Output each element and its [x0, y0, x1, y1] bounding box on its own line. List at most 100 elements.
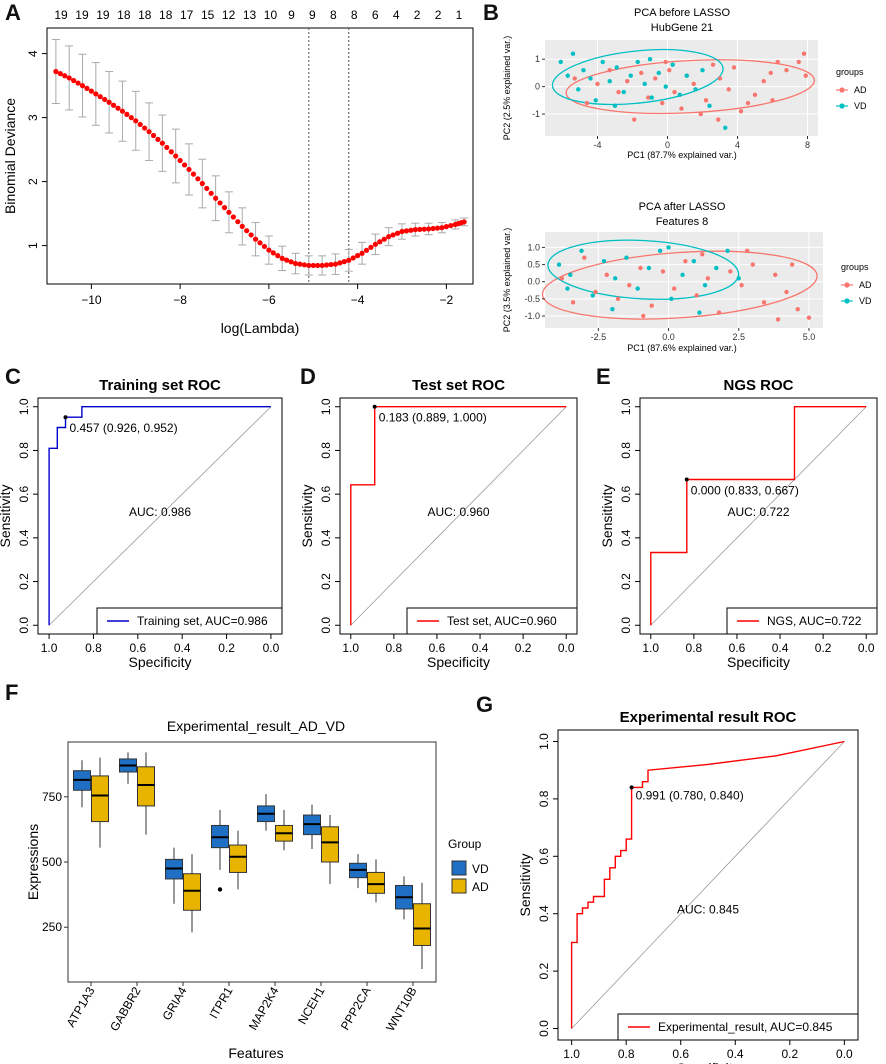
panel-a-top-tick-label: 9 [288, 8, 295, 22]
panel-g-auc-text: AUC: 0.845 [677, 903, 739, 917]
panel-b-pca-after: PCA after LASSO Features 8 -2.5 0.0 2.5 5.0… [502, 201, 872, 353]
panel-a-point [426, 226, 432, 232]
panel-b1-point-vd [593, 98, 598, 103]
panel-a-point [332, 261, 339, 267]
panel-b1-point-ad [717, 76, 723, 81]
panel-a-point [292, 260, 299, 267]
panel-b1-point-ad [803, 73, 808, 78]
panel-a-xtick-label: −10 [81, 293, 102, 307]
panel-b2-point-vd [736, 276, 741, 281]
panel-c-xtick-label: 0.8 [85, 641, 102, 655]
panel-a-point [288, 259, 294, 265]
panel-b1-ytick-label: 0 [535, 82, 540, 92]
panel-d-test-roc: Test set ROC 0.183 (0.889, 1.000) AUC: 0.9… [299, 377, 578, 670]
panel-b2-point-vd [565, 286, 570, 291]
panel-c-diagonal [48, 406, 272, 626]
panel-a-point [306, 262, 312, 269]
panel-b1-point-ad [710, 62, 716, 67]
panel-a-point [421, 226, 427, 232]
panel-b2-point-vd [680, 272, 685, 278]
panel-c-ytick-label: 0.4 [17, 529, 31, 546]
panel-b1-point-ad [639, 70, 644, 76]
panel-b1-point-vd [621, 89, 626, 95]
panel-b2-point-ad [750, 262, 755, 267]
panel-a-point [394, 230, 401, 236]
panel-c-roc-curve [48, 406, 271, 626]
panel-b1-point-ad [672, 89, 677, 95]
panel-f-ad-box [413, 903, 431, 946]
panel-c-ytick-label: 0.0 [17, 617, 31, 634]
panel-a-point [403, 228, 410, 234]
panel-a-top-tick-label: 18 [159, 8, 173, 22]
panel-b2-legend-label-vd: VD [859, 296, 872, 306]
panel-b2-point-ad [683, 258, 688, 264]
panel-a-point [106, 99, 112, 105]
panel-b1-point-ad [663, 59, 668, 65]
panel-g-xtick-label: 1.0 [563, 1047, 580, 1061]
panel-a-point [275, 253, 281, 259]
panel-a-point [110, 102, 117, 108]
panel-b2-point-vd [601, 258, 607, 264]
panel-a-point [252, 236, 259, 242]
panel-a-point [66, 75, 72, 81]
panel-a-top-tick-label: 19 [96, 8, 110, 22]
panel-a-xlabel: log(Lambda) [221, 320, 300, 336]
panel-b2-point-ad [641, 313, 646, 319]
panel-g-legend-box [617, 1013, 859, 1041]
panel-c-xtick-label: 0.2 [218, 641, 235, 655]
panel-a-point [119, 108, 126, 114]
panel-g-xlabel: Specificity [676, 1060, 739, 1064]
panel-b2-legend-key-dot [844, 282, 850, 288]
panel-b2-ellipse-ad [541, 250, 818, 320]
panel-b1-legend-key-dot [839, 87, 845, 93]
panel-b1-ytick-label: -1 [532, 109, 540, 119]
panel-b1-point-ad [761, 78, 766, 84]
panel-b2-point-vd [568, 272, 573, 278]
panel-c-xtick-label: 1.0 [41, 641, 58, 655]
panel-a-point [142, 125, 148, 131]
panel-a-point [133, 118, 139, 124]
panel-a-top-tick-label: 8 [330, 8, 337, 22]
panel-a-point [102, 96, 108, 103]
panel-b1-point-ad [607, 67, 612, 73]
panel-a-top-tick-label: 18 [138, 8, 152, 22]
panel-b1-point-vd [700, 67, 705, 73]
panel-f-ad-box [137, 766, 155, 807]
panel-g-ylabel: Sensitivity [517, 853, 533, 916]
panel-b2-point-ad [570, 300, 576, 305]
panel-a-ylabel: Binomial Deviance [2, 98, 18, 214]
panel-b2-point-vd [669, 296, 674, 302]
panel-a-xtick-label: −4 [351, 293, 365, 307]
panel-b2-ytick-label: 0.5 [527, 260, 540, 270]
panel-b1-point-vd [723, 125, 728, 130]
panel-b2-point-ad [789, 262, 795, 267]
panel-b1-point-ad [679, 106, 684, 111]
panel-a-point [355, 253, 361, 259]
panel-a-top-tick-label: 1 [456, 8, 463, 22]
panel-a-point [79, 83, 86, 89]
panel-a-point [177, 157, 183, 164]
panel-d-xtick-label: 0.8 [386, 641, 403, 655]
panel-b2-point-ad [795, 306, 800, 312]
panel-b2-point-ad [638, 265, 643, 271]
panel-b1-point-vd [707, 103, 712, 109]
panel-e-ytick-label: 0.6 [619, 485, 633, 502]
panel-a-frame [46, 27, 474, 285]
panel-b1-point-ad [738, 109, 744, 114]
panel-a-top-tick-label: 15 [201, 8, 215, 22]
panel-b1-point-ad [625, 78, 630, 84]
panel-b2-point-vd [702, 282, 708, 288]
panel-b2-point-ad [660, 269, 666, 274]
panel-b1-point-vd [628, 73, 633, 78]
panel-b1-point-ad [584, 100, 590, 106]
panel-a-point [461, 219, 467, 225]
panel-e-title: NGS ROC [723, 377, 793, 394]
panel-a-point [221, 205, 228, 211]
panel-b1-point-vd [677, 92, 682, 98]
panel-b2-point-ad [582, 255, 587, 260]
panel-d-ytick-label: 0.6 [319, 485, 333, 502]
panel-b1-point-vd [612, 103, 618, 109]
panel-b2-point-vd [725, 248, 730, 254]
panel-d-xlabel: Specificity [427, 654, 490, 670]
